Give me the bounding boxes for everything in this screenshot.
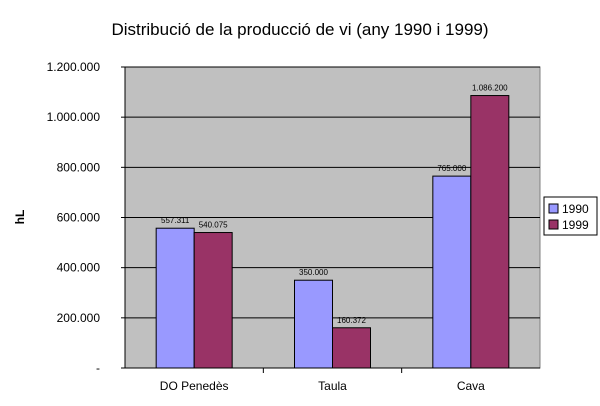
y-tick-label: 600.000 (57, 211, 101, 225)
bar-1999-2 (470, 95, 510, 369)
legend-label: 1990 (562, 202, 589, 216)
y-axis-label: hL (13, 210, 27, 225)
data-label: 540.075 (199, 221, 228, 230)
bar-1999-0 (193, 232, 233, 369)
legend-swatch-1999 (548, 219, 559, 230)
bar-1990-1 (294, 279, 333, 369)
bar-1990-2 (432, 175, 472, 369)
y-tick-label: 1.200.000 (47, 60, 101, 74)
data-label: 160.372 (337, 316, 366, 325)
category-label: Cava (457, 379, 485, 393)
y-tick-label: - (96, 361, 100, 375)
y-tick-label: 1.000.000 (47, 110, 101, 124)
data-label: 557.311 (161, 216, 190, 225)
y-tick-label: 400.000 (57, 261, 101, 275)
bar-1990-0 (155, 227, 195, 369)
data-labels: 557.311 540.075 350.000 160.372 765.000 1.086… (161, 84, 508, 325)
y-tick-label: 800.000 (57, 160, 101, 174)
legend-swatch-1990 (548, 203, 559, 214)
y-tick-label: 200.000 (57, 311, 101, 325)
data-label: 765.000 (437, 164, 466, 173)
data-label: 1.086.200 (472, 84, 508, 93)
legend-label: 1999 (562, 218, 589, 232)
y-axis-ticks: - 200.000 400.000 600.000 800.000 1.000.000 1.… (47, 60, 125, 375)
chart-title: Distribució de la producció de vi (any 1… (111, 20, 488, 39)
category-label: Taula (318, 379, 347, 393)
legend: 1990 1999 (543, 196, 598, 236)
data-label: 350.000 (299, 268, 328, 277)
bar-1999-1 (332, 327, 371, 369)
category-label: DO Penedès (160, 379, 229, 393)
x-axis-categories: DO Penedès Taula Cava (160, 368, 485, 393)
